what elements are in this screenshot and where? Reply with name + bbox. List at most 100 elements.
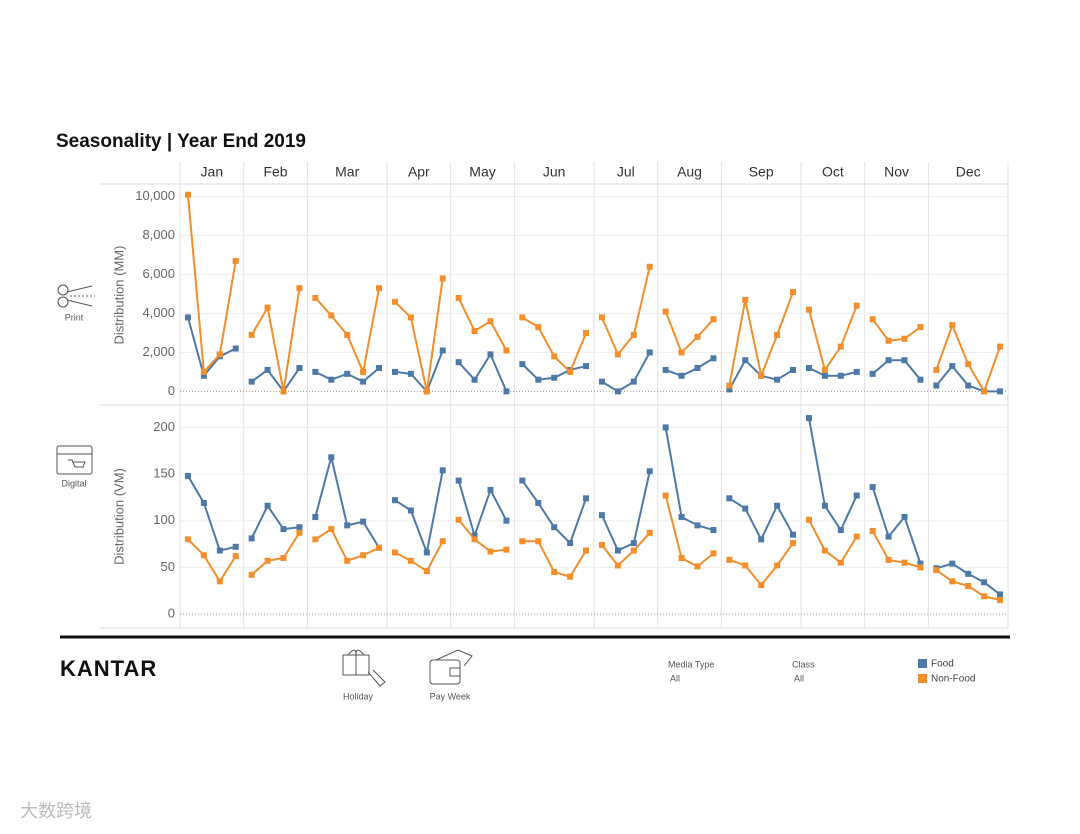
point-marker — [630, 540, 637, 547]
series-line — [808, 519, 858, 565]
series-line — [187, 475, 236, 552]
point-marker — [423, 549, 430, 556]
point-marker — [774, 376, 781, 383]
point-marker — [535, 376, 542, 383]
series-line — [250, 532, 301, 576]
series-line — [728, 497, 794, 542]
point-marker — [694, 563, 701, 570]
month-label: May — [469, 164, 495, 180]
point-marker — [901, 335, 908, 342]
point-marker — [503, 517, 510, 524]
series-line — [601, 266, 651, 357]
y-tick-label: 6,000 — [142, 266, 175, 281]
icon-label: Pay Week — [430, 691, 471, 701]
point-marker — [328, 526, 335, 533]
point-marker — [312, 513, 319, 520]
legend-swatch — [918, 659, 927, 668]
y-tick-label: 4,000 — [142, 305, 175, 320]
point-marker — [296, 524, 303, 531]
series-line — [186, 317, 237, 378]
point-marker — [965, 583, 972, 590]
point-marker — [790, 540, 797, 547]
point-marker — [407, 507, 414, 514]
point-marker — [551, 374, 558, 381]
series-line — [187, 538, 237, 584]
point-marker — [901, 357, 908, 364]
point-marker — [439, 538, 446, 545]
panel-label: Print — [65, 312, 84, 322]
point-marker — [965, 361, 972, 368]
series-line — [394, 278, 444, 392]
holiday-icon — [342, 649, 386, 687]
series-line — [251, 367, 301, 394]
point-marker — [662, 308, 669, 315]
point-marker — [344, 331, 351, 338]
watermark: 大数跨境 — [20, 801, 92, 821]
point-marker — [981, 579, 988, 586]
series-line — [521, 479, 587, 545]
month-label: Dec — [956, 164, 981, 180]
point-marker — [694, 333, 701, 340]
point-marker — [407, 370, 414, 377]
point-marker — [455, 359, 462, 366]
point-marker — [280, 388, 287, 395]
point-marker — [821, 502, 828, 509]
point-marker — [391, 497, 398, 504]
point-marker — [614, 388, 621, 395]
point-marker — [200, 499, 207, 506]
series-line — [872, 359, 922, 381]
point-marker — [264, 366, 271, 373]
point-marker — [853, 302, 860, 309]
point-marker — [917, 324, 924, 331]
series-line — [521, 316, 587, 374]
point-marker — [583, 363, 590, 370]
point-marker — [885, 337, 892, 344]
series-line — [250, 288, 301, 392]
point-marker — [885, 357, 892, 364]
point-marker — [917, 376, 924, 383]
point-marker — [774, 502, 781, 509]
point-marker — [487, 486, 494, 493]
series-line — [457, 352, 508, 392]
point-marker — [248, 571, 255, 578]
point-marker — [264, 304, 271, 311]
point-marker — [200, 552, 207, 559]
point-marker — [949, 560, 956, 567]
legend-label: Non-Food — [931, 674, 975, 685]
series-line — [664, 427, 714, 531]
point-marker — [981, 593, 988, 600]
series-line — [871, 486, 922, 564]
point-marker — [981, 388, 988, 395]
series-line — [936, 562, 1001, 596]
point-marker — [503, 388, 510, 395]
point-marker — [598, 314, 605, 321]
point-marker — [407, 314, 414, 321]
series-line — [186, 194, 237, 375]
series-line — [394, 350, 444, 394]
point-marker — [646, 349, 653, 356]
point-marker — [758, 536, 765, 543]
point-marker — [758, 372, 765, 379]
y-axis-label: Distribution (VM) — [111, 468, 126, 565]
point-marker — [216, 351, 223, 358]
point-marker — [567, 573, 574, 580]
series-line — [664, 495, 715, 568]
point-marker — [997, 388, 1004, 395]
series-line — [664, 311, 715, 355]
point-marker — [376, 544, 383, 551]
series-line — [250, 503, 300, 539]
point-marker — [360, 378, 367, 385]
point-marker — [519, 538, 526, 545]
point-marker — [933, 366, 940, 373]
point-marker — [678, 513, 685, 520]
point-marker — [790, 531, 797, 538]
point-marker — [407, 557, 414, 564]
point-marker — [280, 526, 287, 533]
digital-icon — [56, 445, 93, 475]
point-marker — [694, 522, 701, 529]
point-marker — [503, 546, 510, 553]
series-line — [394, 470, 444, 557]
brand: KANTAR — [60, 656, 157, 681]
payweek-icon — [429, 649, 473, 685]
point-marker — [837, 527, 844, 534]
